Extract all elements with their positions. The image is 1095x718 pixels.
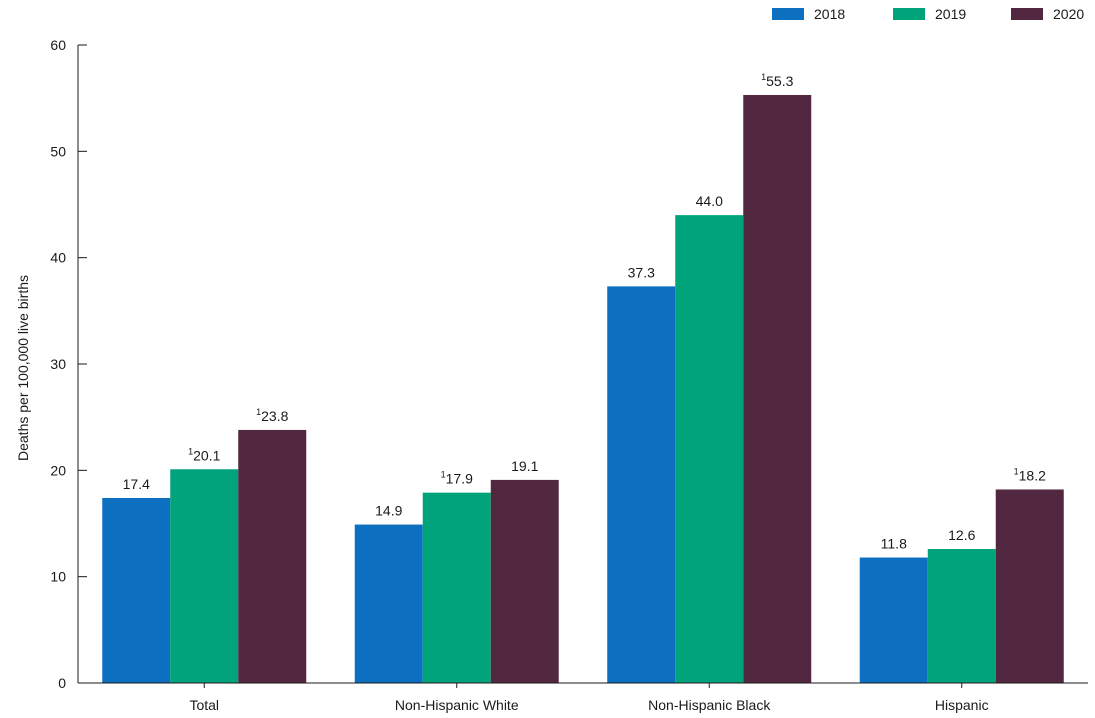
legend-label: 2019 [935,6,966,22]
data-label: 17.4 [123,476,150,492]
y-tick-label: 0 [58,675,66,691]
data-label: 120.1 [188,446,220,463]
data-label: 11.8 [881,536,907,552]
data-label: 37.3 [628,264,655,280]
bar [422,492,491,683]
legend: 2018 2019 2020 [772,6,1084,22]
x-tick-label: Non-Hispanic Black [648,697,771,713]
bar [238,429,307,683]
legend-label: 2018 [814,6,845,22]
x-tick-label: Non-Hispanic White [395,697,519,713]
data-label: 19.1 [511,458,538,474]
data-label: 14.9 [375,503,402,519]
data-label: 117.9 [441,470,473,487]
bar [743,94,812,683]
bar [490,479,559,683]
bar [859,557,928,683]
y-axis: 0 10 20 30 40 50 60 [50,37,87,691]
legend-swatch [772,8,804,20]
data-label: 123.8 [256,407,288,424]
bar [607,286,676,683]
x-tick-label: Hispanic [935,697,989,713]
footnote-marker: 1 [256,407,261,417]
y-tick-label: 20 [50,462,66,478]
data-label: 118.2 [1014,466,1046,483]
footnote-marker: 1 [188,446,193,456]
footnote-marker: 1 [761,72,766,82]
data-label: 155.3 [761,72,793,89]
x-tick-label: Total [189,697,219,713]
bar [102,497,171,683]
legend-label: 2020 [1053,6,1084,22]
bar [354,524,423,683]
y-tick-label: 40 [50,250,66,266]
y-tick-label: 10 [50,569,66,585]
bar [995,489,1064,683]
y-tick-label: 50 [50,143,66,159]
footnote-marker: 1 [441,470,446,480]
legend-swatch [1011,8,1043,20]
bar [675,215,744,683]
data-label: 12.6 [948,527,975,543]
x-axis: Total Non-Hispanic White Non-Hispanic Blac… [78,682,1088,713]
footnote-marker: 1 [1014,466,1019,476]
bar [927,549,996,683]
y-tick-label: 60 [50,37,66,53]
bars: 17.4 120.1 123.8 14.9 117.9 19.1 37.3 44.0 155.3… [102,72,1064,683]
y-tick-label: 30 [50,356,66,372]
y-axis-label: Deaths per 100,000 live births [15,275,31,461]
bar [170,469,239,683]
data-label: 44.0 [696,193,723,209]
legend-swatch [893,8,925,20]
